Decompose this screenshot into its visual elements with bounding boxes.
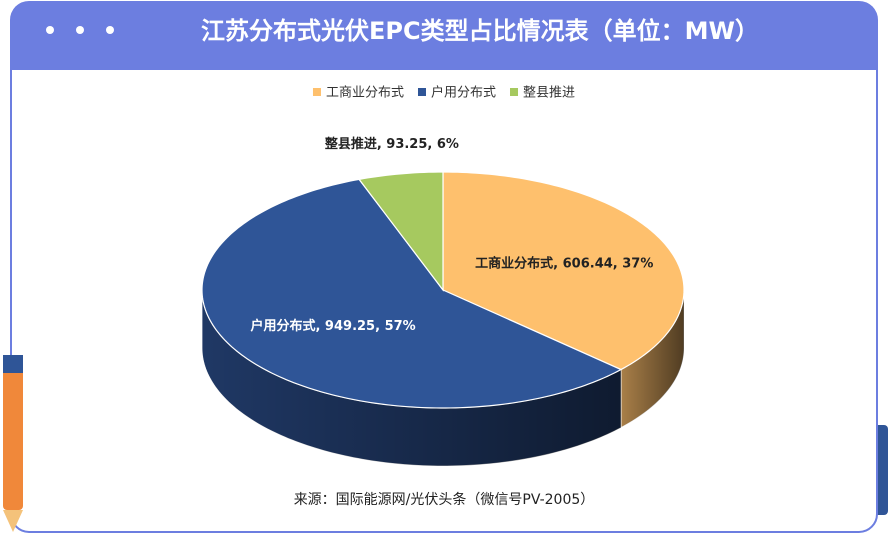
slice-side-shade (620, 290, 684, 428)
title: 江苏分布式光伏EPC类型占比情况表（单位：MW） (201, 17, 759, 45)
slice-side-shade (202, 290, 621, 466)
pie: 工商业分布式, 606.44, 37% 户用分布式, 949.25, 57% 整县推… (201, 136, 685, 467)
legend-swatch (417, 88, 426, 96)
legend-swatch (510, 88, 519, 96)
data-label: 户用分布式, 949.25, 57% (250, 318, 415, 334)
dot (76, 26, 84, 34)
source-note: 来源：国际能源网/光伏头条（微信号PV-2005） (294, 491, 595, 508)
data-label: 整县推进, 93.25, 6% (324, 136, 459, 152)
slice (358, 171, 444, 292)
header-bar (11, 2, 877, 70)
legend-swatch (312, 88, 321, 96)
dot (46, 26, 54, 34)
pencil (3, 355, 23, 532)
legend-label: 整县推进 (523, 86, 575, 101)
data-label: 工商业分布式, 606.44, 37% (475, 255, 653, 271)
legend-label: 工商业分布式 (326, 86, 404, 101)
slice (442, 171, 685, 371)
dot (106, 26, 114, 34)
legend-label: 户用分布式 (431, 85, 496, 101)
legend: 工商业分布式 户用分布式 整县推进 (312, 85, 575, 101)
slice (201, 178, 623, 409)
